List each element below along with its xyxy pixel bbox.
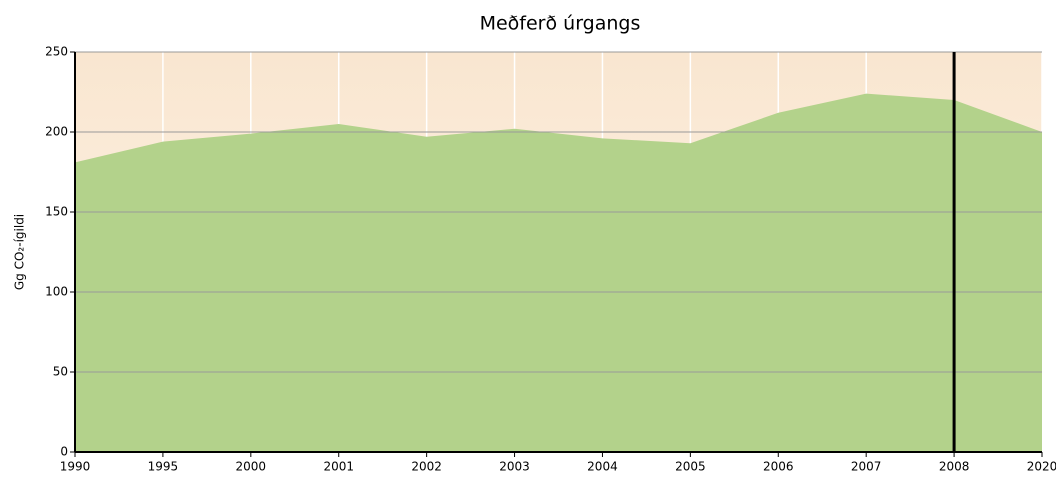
- x-tick-label: 2003: [499, 460, 530, 474]
- x-tick-label: 2000: [236, 460, 267, 474]
- y-tick-label: 250: [45, 45, 68, 59]
- y-tick-label: 150: [45, 205, 68, 219]
- y-axis-label: Gg CO₂-ígildi: [13, 214, 27, 290]
- area: [75, 93, 1042, 452]
- y-tick-label: 100: [45, 285, 68, 299]
- x-tick-label: 2001: [323, 460, 354, 474]
- y-tick-label: 50: [53, 365, 68, 379]
- chart-title: Meðferð úrgangs: [480, 13, 641, 35]
- x-tick-label: 2020: [1027, 460, 1056, 474]
- x-tick-label: 1995: [148, 460, 179, 474]
- x-tick-label: 2007: [851, 460, 882, 474]
- x-tick-label: 2006: [763, 460, 794, 474]
- x-tick-label: 2004: [587, 460, 618, 474]
- x-tick-label: 2005: [675, 460, 706, 474]
- y-tick-label: 0: [60, 445, 68, 459]
- x-tick-label: 1990: [60, 460, 91, 474]
- y-tick-label: 200: [45, 125, 68, 139]
- x-tick-label: 2008: [939, 460, 970, 474]
- x-tick-label: 2002: [411, 460, 442, 474]
